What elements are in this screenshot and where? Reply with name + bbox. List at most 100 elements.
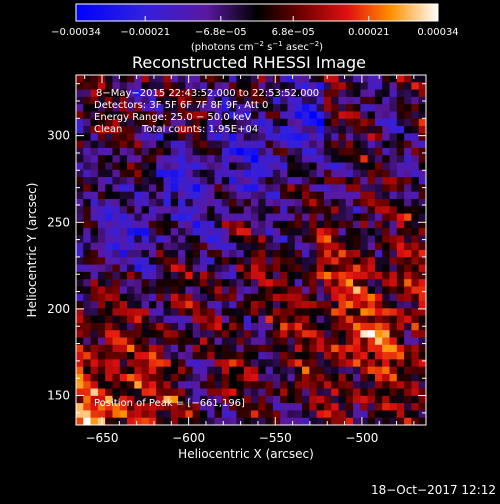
heatmap-cell	[353, 89, 361, 98]
heatmap-cell	[90, 75, 99, 83]
heatmap-cell	[83, 410, 91, 419]
heatmap-cell	[316, 395, 325, 404]
heatmap-cell	[265, 344, 274, 353]
heatmap-cell	[294, 366, 303, 375]
heatmap-cell	[331, 198, 339, 207]
heatmap-cell	[345, 118, 354, 127]
heatmap-cell	[374, 373, 383, 382]
heatmap-cell	[97, 82, 106, 90]
heatmap-cell	[178, 366, 186, 375]
heatmap-cell	[382, 344, 390, 353]
heatmap-cell	[192, 140, 201, 149]
heatmap-cell	[170, 220, 179, 229]
heatmap-cell	[236, 403, 245, 411]
heatmap-cell	[411, 235, 420, 244]
heatmap-cell	[331, 111, 339, 120]
heatmap-cell	[353, 373, 361, 382]
heatmap-cell	[170, 352, 179, 360]
heatmap-cell	[411, 271, 420, 280]
heatmap-cell	[404, 184, 412, 193]
heatmap-cell	[316, 162, 325, 171]
heatmap-cell	[185, 242, 194, 251]
heatmap-cell	[272, 213, 281, 222]
heatmap-cell	[316, 191, 325, 200]
heatmap-cell	[236, 410, 245, 419]
heatmap-cell	[353, 96, 361, 105]
heatmap-cell	[302, 271, 310, 280]
heatmap-cell	[265, 315, 274, 324]
heatmap-cell	[148, 315, 157, 324]
heatmap-cell	[316, 111, 325, 120]
heatmap-cell	[192, 177, 201, 185]
heatmap-cell	[367, 89, 376, 98]
heatmap-cell	[76, 147, 84, 156]
heatmap-cell	[316, 359, 325, 368]
heatmap-cell	[272, 82, 281, 90]
heatmap-cell	[90, 337, 99, 346]
heatmap-cell	[112, 162, 121, 171]
heatmap-cell	[199, 257, 208, 265]
heatmap-cell	[360, 279, 369, 287]
heatmap-cell	[119, 96, 128, 105]
heatmap-cell	[178, 220, 186, 229]
heatmap-cell	[119, 330, 128, 338]
heatmap-cell	[251, 271, 259, 280]
heatmap-cell	[105, 366, 113, 375]
heatmap-cell	[105, 344, 113, 353]
heatmap-cell	[411, 126, 420, 134]
heatmap-cell	[163, 220, 172, 229]
heatmap-cell	[105, 235, 113, 244]
heatmap-cell	[345, 89, 354, 98]
heatmap-cell	[294, 198, 303, 207]
heatmap-cell	[105, 373, 113, 382]
heatmap-cell	[302, 410, 310, 419]
heatmap-cell	[178, 352, 186, 360]
heatmap-cell	[134, 118, 143, 127]
heatmap-cell	[309, 177, 318, 185]
heatmap-cell	[418, 198, 427, 207]
heatmap-cell	[214, 147, 223, 156]
heatmap-cell	[156, 96, 164, 105]
heatmap-cell	[382, 89, 390, 98]
heatmap-cell	[382, 337, 390, 346]
heatmap-cell	[83, 118, 91, 127]
heatmap-cell	[265, 381, 274, 389]
heatmap-cell	[105, 75, 113, 83]
heatmap-cell	[396, 293, 405, 302]
heatmap-cell	[418, 162, 427, 171]
heatmap-cell	[272, 162, 281, 171]
heatmap-cell	[353, 242, 361, 251]
heatmap-cell	[83, 191, 91, 200]
heatmap-cell	[418, 271, 427, 280]
heatmap-cell	[236, 250, 245, 258]
heatmap-cell	[265, 75, 274, 83]
heatmap-cell	[338, 89, 347, 98]
heatmap-cell	[119, 191, 128, 200]
heatmap-cell	[396, 279, 405, 287]
heatmap-cell	[97, 126, 106, 134]
heatmap-cell	[418, 184, 427, 193]
heatmap-cell	[280, 373, 288, 382]
heatmap-cell	[119, 184, 128, 193]
heatmap-cell	[272, 337, 281, 346]
heatmap-cell	[127, 403, 135, 411]
heatmap-cell	[382, 366, 390, 375]
heatmap-cell	[134, 220, 143, 229]
heatmap-cell	[214, 322, 223, 331]
heatmap-cell	[207, 388, 215, 397]
heatmap-cell	[199, 264, 208, 273]
heatmap-cell	[192, 373, 201, 382]
heatmap-cell	[272, 89, 281, 98]
heatmap-cell	[345, 184, 354, 193]
heatmap-cell	[163, 206, 172, 214]
heatmap-cell	[367, 395, 376, 404]
heatmap-cell	[272, 206, 281, 214]
heatmap-cell	[374, 89, 383, 98]
heatmap-cell	[83, 308, 91, 317]
colorbar-tick-label: −0.00021	[120, 27, 170, 38]
heatmap-cell	[367, 126, 376, 134]
heatmap-cell	[163, 322, 172, 331]
heatmap-cell	[83, 315, 91, 324]
heatmap-cell	[389, 381, 398, 389]
heatmap-cell	[127, 104, 135, 112]
